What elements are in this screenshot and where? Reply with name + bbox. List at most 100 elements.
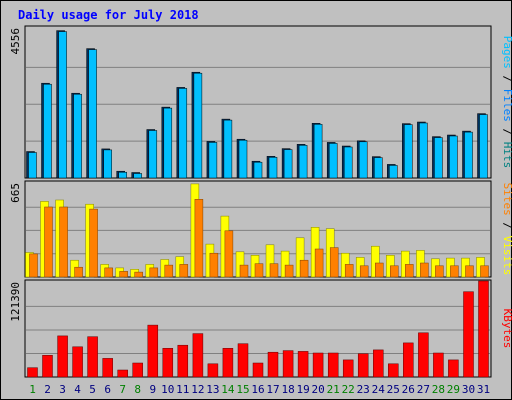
x-tick-label: 20 <box>311 383 324 396</box>
bar-sites <box>390 265 399 278</box>
legend-separator: / <box>501 216 512 236</box>
bar-sites <box>194 199 204 278</box>
chart-title: Daily usage for July 2018 <box>18 8 199 22</box>
bar-kbytes <box>478 280 489 378</box>
bar-sites <box>450 265 459 278</box>
x-tick-label: 8 <box>134 383 141 396</box>
bar-sites <box>465 265 474 278</box>
bar-kbytes <box>252 362 264 378</box>
bar-files <box>118 171 127 179</box>
bar-kbytes <box>87 336 98 378</box>
legend-separator: / <box>501 122 512 142</box>
bar-kbytes <box>448 359 459 378</box>
bar-sites <box>239 264 249 278</box>
x-tick-label: 24 <box>372 383 386 396</box>
x-tick-label: 18 <box>281 383 294 396</box>
x-tick-label: 30 <box>462 383 475 396</box>
bar-sites <box>375 262 384 278</box>
bar-files <box>313 124 323 179</box>
bar-files <box>88 49 97 179</box>
bar-sites <box>134 271 143 278</box>
bar-kbytes <box>373 349 384 378</box>
x-tick-label: 3 <box>59 383 66 396</box>
bar-kbytes <box>297 351 309 378</box>
x-tick-label: 2 <box>44 383 51 396</box>
bar-files <box>404 124 413 179</box>
bar-kbytes <box>177 344 189 378</box>
x-axis-day-labels: 1 2 3 4 5 6 7 8 9 10 11 12 13 14 15 16 17 18 19 20 21 22 23 24 2… <box>29 383 490 396</box>
bar-files <box>419 122 428 179</box>
bar-files <box>283 149 293 179</box>
legend-files: Files <box>501 89 512 122</box>
bar-files <box>103 149 112 179</box>
bar-sites <box>149 267 159 278</box>
x-tick-label: 4 <box>74 383 81 396</box>
bar-kbytes <box>342 359 354 378</box>
bar-kbytes <box>327 352 339 378</box>
x-tick-label: 28 <box>432 383 445 396</box>
bar-kbytes <box>102 358 113 378</box>
x-tick-label: 1 <box>29 383 36 396</box>
bar-sites <box>420 262 429 278</box>
bar-sites <box>119 271 128 278</box>
x-tick-label: 19 <box>296 383 309 396</box>
x-tick-label: 14 <box>221 383 235 396</box>
bar-kbytes <box>418 332 429 378</box>
x-tick-label: 25 <box>387 383 400 396</box>
visitors-panel: 665 Sites / Visits <box>9 180 512 278</box>
bar-files <box>133 173 142 179</box>
bar-files <box>343 146 353 179</box>
x-tick-label: 29 <box>447 383 460 396</box>
legend-kbytes: KBytes <box>501 309 512 349</box>
panel-legend: KBytes <box>501 309 512 349</box>
bar-files <box>389 165 398 179</box>
legend-hits: Hits <box>501 142 512 169</box>
y-max-label: 4556 <box>9 28 22 55</box>
x-tick-label: 6 <box>104 383 111 396</box>
bar-sites <box>359 265 369 278</box>
bar-kbytes <box>147 324 159 378</box>
bar-sites <box>164 264 174 278</box>
bar-sites <box>104 267 113 278</box>
bar-kbytes <box>42 355 53 378</box>
bar-files <box>43 83 52 179</box>
bar-sites <box>59 206 68 278</box>
x-tick-label: 23 <box>357 383 370 396</box>
x-tick-label: 16 <box>251 383 264 396</box>
x-tick-label: 21 <box>327 383 340 396</box>
bar-kbytes <box>192 333 204 378</box>
y-max-label: 665 <box>9 183 22 203</box>
bar-kbytes <box>117 369 128 378</box>
bar-sites <box>314 248 324 278</box>
bar-kbytes <box>267 351 279 378</box>
panel-legend: Sites / Visits <box>501 183 512 276</box>
bar-sites <box>89 208 98 278</box>
bar-files <box>464 131 473 179</box>
bar-kbytes <box>72 346 83 378</box>
bar-sites <box>405 264 414 278</box>
x-tick-label: 27 <box>417 383 430 396</box>
bar-files <box>223 119 233 179</box>
legend-visits: Visits <box>501 236 512 276</box>
bar-kbytes <box>433 352 444 378</box>
bar-files <box>434 137 443 179</box>
traffic-panel: 121390 KBytes <box>9 279 512 378</box>
bar-files <box>163 107 173 179</box>
legend-sites: Sites <box>501 183 512 216</box>
usage-panel: 4556 Pages / Files / Hits <box>9 25 512 179</box>
bar-kbytes <box>237 343 249 378</box>
bar-kbytes <box>162 348 174 378</box>
x-tick-label: 17 <box>266 383 279 396</box>
bar-files <box>479 114 488 179</box>
bar-files <box>253 161 263 179</box>
bar-sites <box>44 206 53 278</box>
x-tick-label: 10 <box>161 383 174 396</box>
bar-kbytes <box>357 353 369 378</box>
bar-sites <box>480 265 489 278</box>
bar-files <box>58 31 67 179</box>
legend-pages: Pages <box>501 36 512 69</box>
bar-files <box>449 135 458 179</box>
legend-separator: / <box>501 69 512 89</box>
bar-files <box>238 139 248 179</box>
